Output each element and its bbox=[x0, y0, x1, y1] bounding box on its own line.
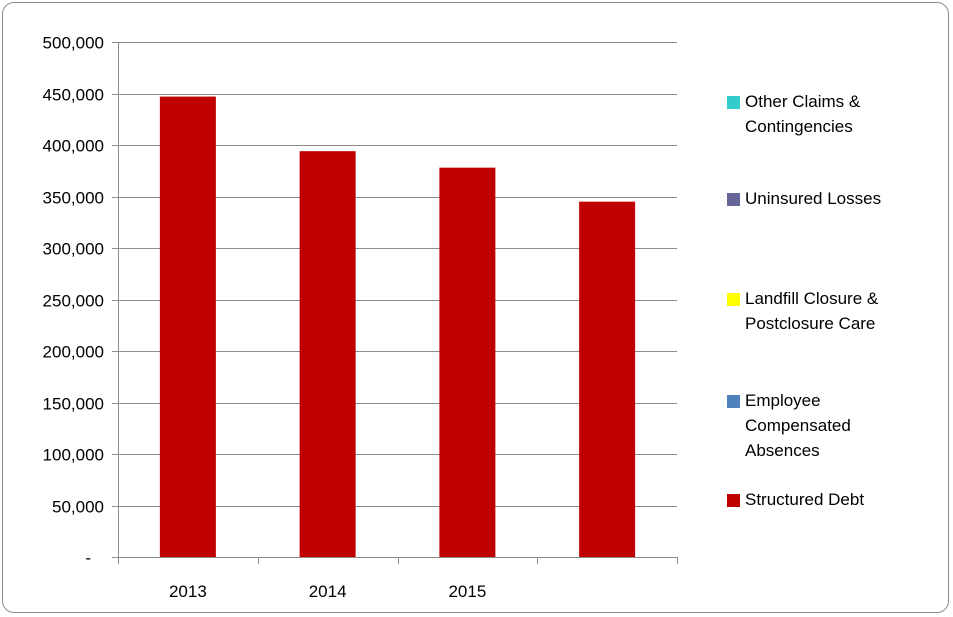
chart-legend: Other Claims & Contingencies Uninsured L… bbox=[727, 0, 947, 617]
legend-label-other-claims: Other Claims & Contingencies bbox=[745, 92, 861, 136]
y-tick-label: 450,000 bbox=[43, 86, 104, 105]
y-tick-label: 400,000 bbox=[43, 137, 104, 156]
legend-label-landfill: Landfill Closure & Postclosure Care bbox=[745, 289, 879, 333]
legend-swatch-uninsured-losses bbox=[727, 193, 740, 206]
legend-label-structured-debt: Structured Debt bbox=[745, 490, 865, 509]
bar-structured-debt-2013 bbox=[159, 96, 216, 557]
legend-item-landfill: Landfill Closure & Postclosure Care bbox=[727, 289, 942, 336]
legend-swatch-other-claims bbox=[727, 96, 740, 109]
y-tick-label: 100,000 bbox=[43, 446, 104, 465]
legend-item-other-claims: Other Claims & Contingencies bbox=[727, 92, 942, 139]
legend-label-employee-absences: Employee Compensated Absences bbox=[745, 391, 851, 460]
y-tick-label: 150,000 bbox=[43, 395, 104, 414]
y-tick-label: 50,000 bbox=[52, 498, 104, 517]
y-tick-label: 250,000 bbox=[43, 292, 104, 311]
y-tick-label: 350,000 bbox=[43, 189, 104, 208]
y-tick-label: 200,000 bbox=[43, 343, 104, 362]
x-tick-label: 2013 bbox=[169, 582, 207, 601]
bar-structured-debt-2015 bbox=[439, 167, 496, 557]
legend-swatch-employee-absences bbox=[727, 395, 740, 408]
legend-swatch-landfill bbox=[727, 293, 740, 306]
bar-structured-debt-2014 bbox=[299, 151, 356, 557]
legend-item-employee-absences: Employee Compensated Absences bbox=[727, 391, 942, 463]
y-tick-label: - bbox=[85, 549, 91, 568]
x-tick-label: 2014 bbox=[309, 582, 347, 601]
legend-item-uninsured-losses: Uninsured Losses bbox=[727, 189, 942, 211]
y-tick-label: 500,000 bbox=[43, 34, 104, 53]
y-tick-label: 300,000 bbox=[43, 240, 104, 259]
legend-item-structured-debt: Structured Debt bbox=[727, 490, 942, 512]
x-tick-label: 2015 bbox=[448, 582, 486, 601]
legend-swatch-structured-debt bbox=[727, 494, 740, 507]
legend-label-uninsured-losses: Uninsured Losses bbox=[745, 189, 882, 208]
bar-structured-debt-blank bbox=[579, 201, 636, 557]
